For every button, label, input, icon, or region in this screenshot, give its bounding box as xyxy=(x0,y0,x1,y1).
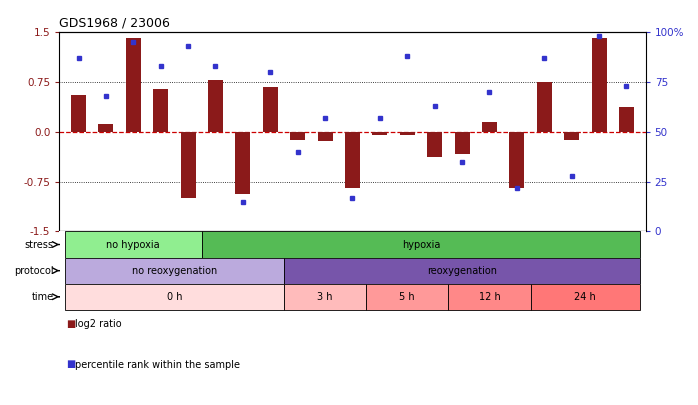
Bar xyxy=(454,132,470,154)
Bar xyxy=(482,122,497,132)
Bar xyxy=(181,132,195,198)
Bar xyxy=(619,107,634,132)
Bar xyxy=(591,38,607,132)
Text: percentile rank within the sample: percentile rank within the sample xyxy=(75,360,240,369)
Bar xyxy=(98,124,114,132)
Bar xyxy=(537,82,552,132)
Text: 5 h: 5 h xyxy=(399,292,415,302)
Text: log2 ratio: log2 ratio xyxy=(75,319,122,329)
Text: stress: stress xyxy=(24,239,54,249)
Bar xyxy=(510,132,524,188)
Bar xyxy=(284,284,366,310)
Bar xyxy=(65,231,202,258)
Bar xyxy=(448,284,530,310)
Bar xyxy=(71,96,86,132)
Bar xyxy=(318,132,333,141)
Bar xyxy=(126,38,141,132)
Text: ■: ■ xyxy=(66,319,75,329)
Bar xyxy=(65,258,284,283)
Bar xyxy=(290,132,305,140)
Bar xyxy=(427,132,443,157)
Text: hypoxia: hypoxia xyxy=(402,239,440,249)
Text: 12 h: 12 h xyxy=(479,292,500,302)
Text: 24 h: 24 h xyxy=(574,292,596,302)
Bar xyxy=(345,132,360,188)
Text: 3 h: 3 h xyxy=(318,292,333,302)
Text: time: time xyxy=(31,292,54,302)
Bar xyxy=(400,132,415,135)
Text: GDS1968 / 23006: GDS1968 / 23006 xyxy=(59,17,170,30)
Bar xyxy=(284,258,640,283)
Bar xyxy=(262,87,278,132)
Text: no hypoxia: no hypoxia xyxy=(107,239,160,249)
Bar xyxy=(372,132,387,135)
Text: reoxygenation: reoxygenation xyxy=(427,266,497,276)
Bar xyxy=(153,89,168,132)
Bar xyxy=(235,132,251,194)
Bar xyxy=(65,284,284,310)
Bar xyxy=(530,284,640,310)
Bar xyxy=(202,231,640,258)
Text: no reoxygenation: no reoxygenation xyxy=(132,266,217,276)
Text: ■: ■ xyxy=(66,360,75,369)
Bar xyxy=(208,80,223,132)
Bar xyxy=(564,132,579,140)
Bar xyxy=(366,284,448,310)
Text: 0 h: 0 h xyxy=(167,292,182,302)
Text: protocol: protocol xyxy=(14,266,54,276)
